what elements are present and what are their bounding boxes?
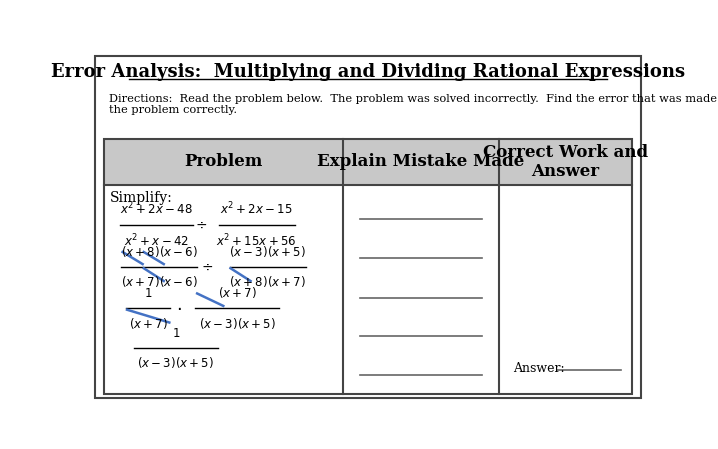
Text: $(x+8)(x-6)$: $(x+8)(x-6)$ bbox=[121, 244, 198, 259]
Text: Explain Mistake Made: Explain Mistake Made bbox=[317, 154, 524, 171]
Text: $(x+7)$: $(x+7)$ bbox=[218, 286, 257, 300]
Text: $(x+7)$: $(x+7)$ bbox=[129, 316, 168, 330]
Text: Problem: Problem bbox=[184, 154, 263, 171]
Text: $(x+7)(x-6)$: $(x+7)(x-6)$ bbox=[121, 274, 198, 289]
Bar bbox=[499, 139, 633, 185]
Text: $x^2+2x-15$: $x^2+2x-15$ bbox=[220, 201, 293, 217]
Text: $\div$: $\div$ bbox=[195, 218, 207, 232]
Text: $\cdot$: $\cdot$ bbox=[176, 299, 182, 317]
Text: $(x+8)(x+7)$: $(x+8)(x+7)$ bbox=[229, 274, 307, 289]
Bar bbox=[103, 139, 343, 185]
Text: $\div$: $\div$ bbox=[200, 260, 213, 273]
Bar bbox=[103, 139, 633, 394]
Text: $x^2+2x-48$: $x^2+2x-48$ bbox=[120, 201, 193, 217]
Text: Simplify:: Simplify: bbox=[111, 191, 173, 206]
Text: $x^2+15x+56$: $x^2+15x+56$ bbox=[217, 233, 297, 249]
Bar bbox=[343, 139, 499, 185]
Text: Error Analysis:  Multiplying and Dividing Rational Expressions: Error Analysis: Multiplying and Dividing… bbox=[51, 63, 685, 81]
Text: $(x-3)(x+5)$: $(x-3)(x+5)$ bbox=[199, 316, 276, 330]
Text: Answer:: Answer: bbox=[513, 362, 564, 375]
Text: $x^2+x-42$: $x^2+x-42$ bbox=[124, 233, 189, 249]
Text: Directions:  Read the problem below.  The problem was solved incorrectly.  Find : Directions: Read the problem below. The … bbox=[109, 94, 718, 115]
Text: $(x-3)(x+5)$: $(x-3)(x+5)$ bbox=[137, 355, 215, 370]
Text: $1$: $1$ bbox=[172, 327, 180, 340]
Text: $1$: $1$ bbox=[144, 287, 152, 300]
Text: $(x-3)(x+5)$: $(x-3)(x+5)$ bbox=[229, 244, 307, 259]
Text: Correct Work and
Answer: Correct Work and Answer bbox=[483, 144, 648, 180]
